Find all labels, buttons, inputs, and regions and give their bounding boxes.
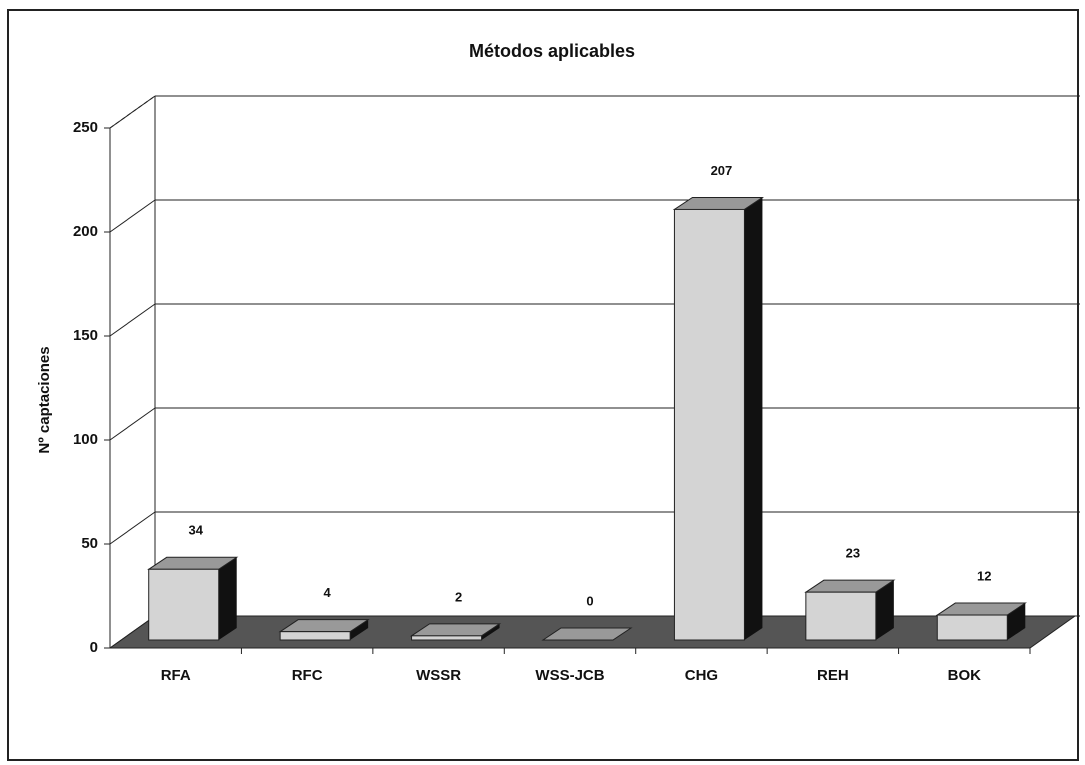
grid-line: [109, 407, 156, 441]
value-label: 12: [977, 568, 991, 583]
bar-side: [218, 557, 237, 640]
value-label: 34: [188, 523, 203, 538]
y-axis-label: Nº captaciones: [36, 346, 53, 453]
bar-side: [744, 197, 763, 640]
bar-side: [350, 619, 369, 640]
x-tick-label: RFA: [161, 667, 191, 684]
bar: [148, 568, 220, 641]
value-label: 207: [711, 163, 733, 178]
grid-line: [109, 303, 156, 337]
value-label: 0: [586, 593, 593, 608]
bar-side: [481, 623, 500, 640]
bar: [805, 591, 877, 641]
bar: [411, 635, 483, 641]
grid-line: [109, 95, 156, 129]
x-tick-label: WSS-JCB: [535, 667, 604, 684]
value-label: 2: [455, 589, 462, 604]
bar: [673, 208, 745, 641]
grid-line: [109, 199, 156, 233]
y-tick-label: 50: [81, 535, 98, 552]
x-tick-label: RFC: [292, 667, 323, 684]
value-label: 4: [324, 585, 332, 600]
chart-title: Métodos aplicables: [469, 41, 635, 61]
grid-line: [109, 511, 156, 545]
y-tick-label: 0: [90, 639, 98, 656]
x-tick-label: WSSR: [416, 667, 461, 684]
bar-side: [875, 580, 894, 640]
bar: [936, 614, 1008, 641]
value-label: 23: [846, 546, 860, 561]
x-tick-label: CHG: [685, 667, 718, 684]
y-tick-label: 100: [73, 431, 98, 448]
x-tick-label: REH: [817, 667, 849, 684]
x-tick-label: BOK: [948, 667, 982, 684]
y-tick-label: 150: [73, 327, 98, 344]
y-tick-label: 250: [73, 119, 98, 136]
bar: [279, 631, 351, 641]
y-tick-label: 200: [73, 223, 98, 240]
